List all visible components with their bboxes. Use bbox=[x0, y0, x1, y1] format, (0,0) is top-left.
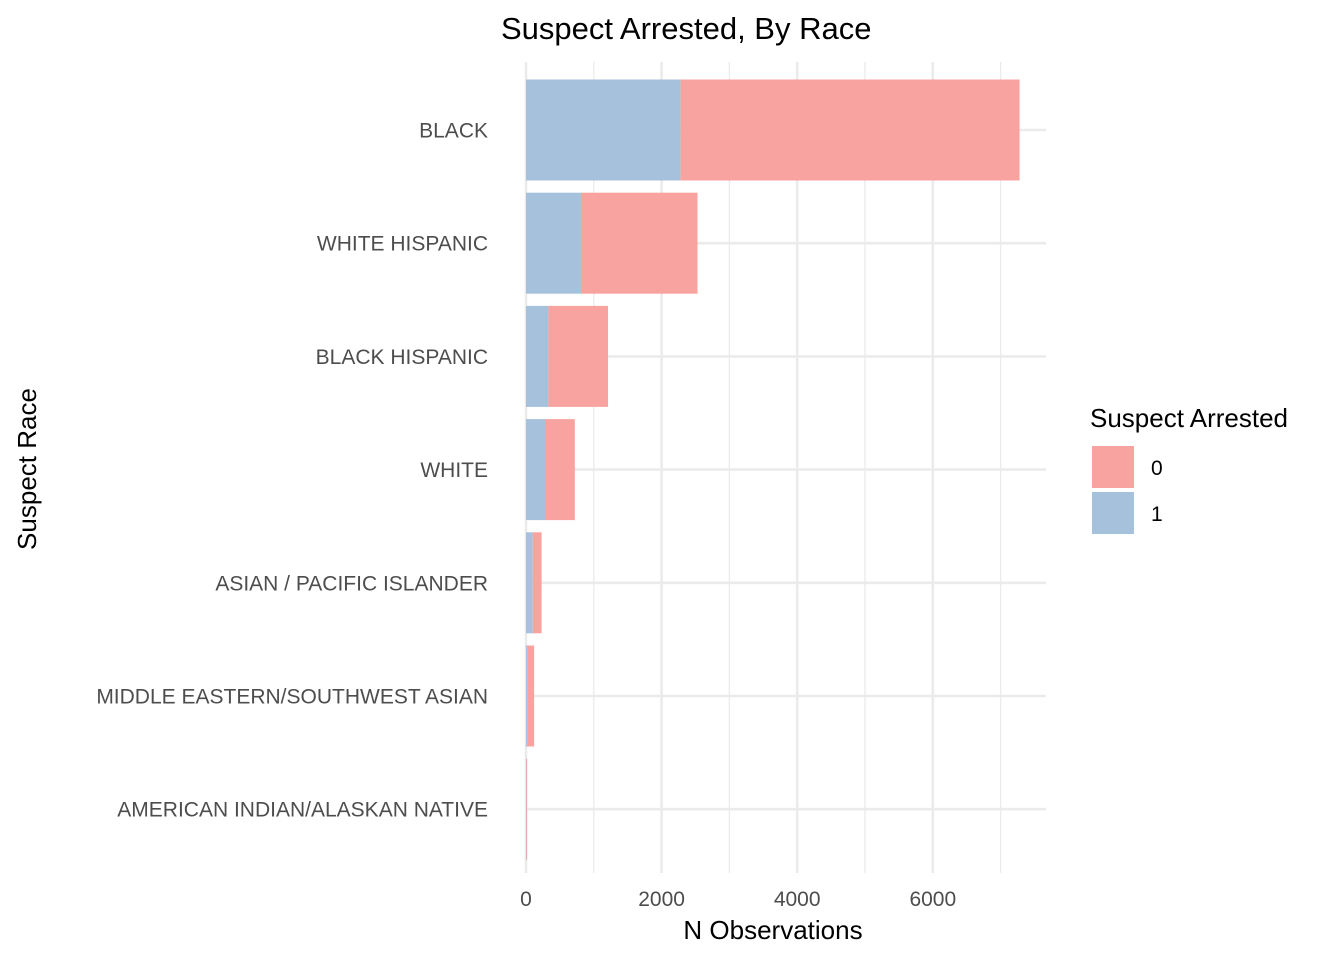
bar-segment bbox=[580, 192, 698, 294]
bar-segment bbox=[532, 532, 542, 634]
legend-label: 0 bbox=[1151, 457, 1163, 480]
y-tick-label: BLACK HISPANIC bbox=[316, 346, 488, 369]
x-tick-label: 6000 bbox=[909, 888, 956, 911]
chart-title: Suspect Arrested, By Race bbox=[501, 11, 871, 46]
legend-title: Suspect Arrested bbox=[1090, 403, 1288, 433]
legend-label: 1 bbox=[1151, 503, 1163, 526]
bars bbox=[526, 79, 1020, 860]
bar-segment bbox=[548, 305, 609, 407]
legend-key bbox=[1092, 446, 1134, 488]
y-tick-label: AMERICAN INDIAN/ALASKAN NATIVE bbox=[117, 799, 488, 822]
bar-segment bbox=[526, 192, 581, 294]
bar-segment bbox=[526, 305, 549, 407]
y-tick-label: MIDDLE EASTERN/SOUTHWEST ASIAN bbox=[96, 686, 488, 709]
y-tick-label: WHITE bbox=[420, 459, 488, 482]
bar-segment bbox=[526, 645, 528, 747]
y-tick-label: BLACK bbox=[419, 120, 488, 143]
legend-key bbox=[1092, 492, 1134, 534]
grid bbox=[524, 62, 1046, 873]
bar-segment bbox=[526, 758, 528, 860]
y-axis-ticks: BLACK WHITE HISPANIC BLACK HISPANIC WHITE AS… bbox=[96, 120, 488, 822]
bar-segment bbox=[526, 79, 681, 181]
bar-segment bbox=[526, 532, 533, 634]
bar-segment bbox=[526, 419, 545, 521]
x-axis-title: N Observations bbox=[683, 915, 862, 945]
y-axis-title: Suspect Race bbox=[12, 388, 42, 550]
bar-segment bbox=[680, 79, 1020, 181]
y-tick-label: WHITE HISPANIC bbox=[317, 233, 488, 256]
x-tick-label: 0 bbox=[520, 888, 532, 911]
x-axis-ticks: 0 2000 4000 6000 bbox=[520, 888, 956, 911]
y-tick-label: ASIAN / PACIFIC ISLANDER bbox=[215, 572, 488, 595]
x-tick-label: 4000 bbox=[774, 888, 821, 911]
legend: Suspect Arrested 01 bbox=[1090, 403, 1288, 534]
x-tick-label: 2000 bbox=[638, 888, 685, 911]
legend-items: 01 bbox=[1092, 446, 1163, 534]
bar-segment bbox=[527, 645, 535, 747]
bar-segment bbox=[544, 419, 575, 521]
